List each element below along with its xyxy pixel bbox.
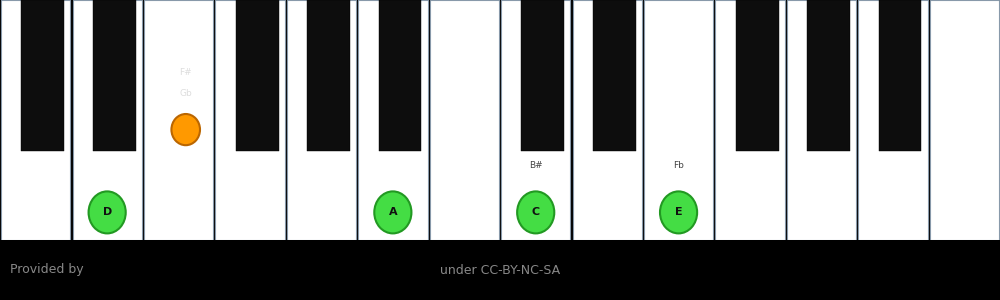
Bar <box>930 0 999 240</box>
Bar <box>379 0 421 151</box>
Bar <box>215 0 285 240</box>
Text: E: E <box>675 207 682 218</box>
Ellipse shape <box>89 191 126 233</box>
Text: under CC-BY-NC-SA: under CC-BY-NC-SA <box>440 263 560 277</box>
Bar <box>236 0 279 151</box>
Bar <box>593 0 636 151</box>
Ellipse shape <box>517 191 554 233</box>
Text: Fb: Fb <box>673 161 684 170</box>
Text: A: A <box>389 207 397 218</box>
Bar <box>521 0 564 151</box>
Bar <box>573 0 642 240</box>
Bar <box>287 0 356 240</box>
Ellipse shape <box>660 191 697 233</box>
Ellipse shape <box>171 114 200 145</box>
Ellipse shape <box>374 191 411 233</box>
Bar <box>787 0 856 240</box>
Text: Provided by: Provided by <box>10 263 84 277</box>
Text: Gb: Gb <box>179 89 192 98</box>
Bar <box>144 0 213 240</box>
Text: B#: B# <box>529 161 543 170</box>
Bar <box>644 0 713 240</box>
Bar <box>1 0 70 240</box>
Bar <box>879 0 921 151</box>
Bar <box>501 0 570 240</box>
Bar <box>736 0 779 151</box>
Text: D: D <box>103 207 112 218</box>
Bar <box>93 0 136 151</box>
Bar <box>807 0 850 151</box>
Bar <box>715 0 785 240</box>
Bar <box>21 0 64 151</box>
Bar <box>72 0 142 240</box>
Text: F#: F# <box>179 68 192 77</box>
Bar <box>307 0 350 151</box>
Bar <box>858 0 928 240</box>
Bar <box>430 0 499 240</box>
Bar <box>358 0 428 240</box>
Text: C: C <box>532 207 540 218</box>
